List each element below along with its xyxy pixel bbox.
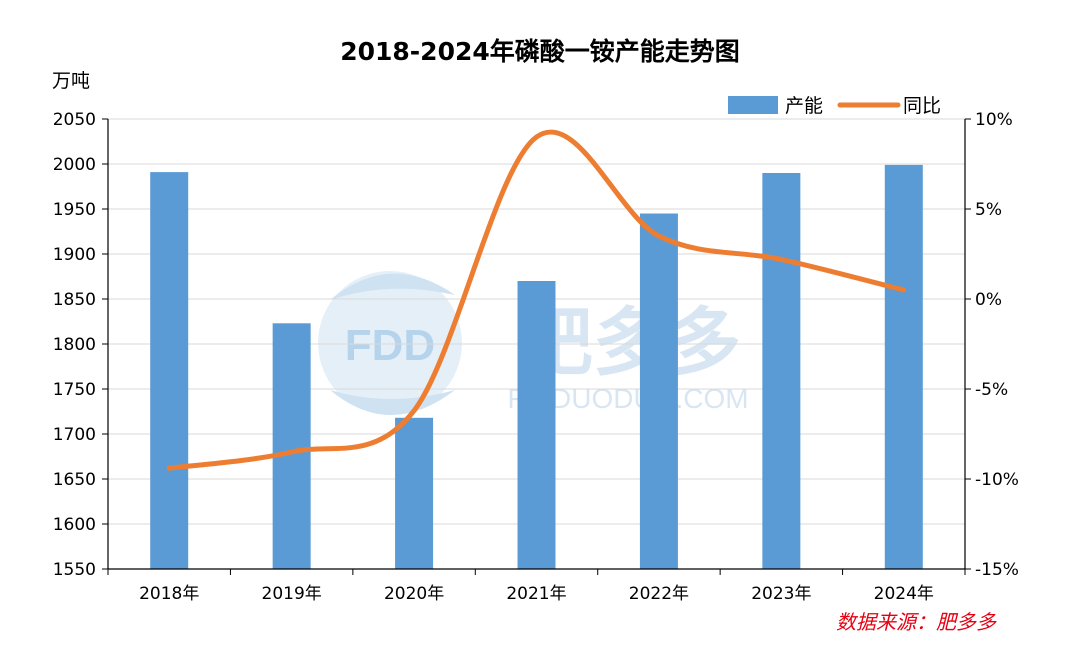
bar-2024年 — [884, 164, 923, 569]
y-right-tick-label: 0% — [975, 290, 1002, 310]
x-tick-label: 2023年 — [751, 584, 811, 604]
y-right-tick-label: 10% — [975, 110, 1013, 130]
y-left-tick-label: 1850 — [53, 290, 96, 310]
legend-label-yoy: 同比 — [903, 95, 941, 117]
bar-2022年 — [639, 213, 678, 569]
yoy-line — [166, 129, 907, 471]
y-left-tick-label: 1900 — [53, 245, 96, 265]
x-tick-label: 2020年 — [384, 584, 444, 604]
y-left-tick-label: 1650 — [53, 470, 96, 490]
bar-2021年 — [517, 281, 556, 569]
bar-2020年 — [395, 417, 434, 569]
y-right-tick-label: -5% — [975, 380, 1008, 400]
svg-text:FDD: FDD — [345, 321, 435, 370]
y-left-tick-label: 1600 — [53, 515, 96, 535]
y-right-tick-label: 5% — [975, 200, 1002, 220]
y-axis-unit: 万吨 — [52, 70, 91, 92]
y-right-tick-label: -10% — [975, 470, 1019, 490]
y-right-tick-label: -15% — [975, 560, 1019, 580]
bar-2023年 — [762, 173, 801, 569]
svg-text:肥多多: 肥多多 — [519, 300, 741, 386]
data-source: 数据来源：肥多多 — [836, 610, 996, 634]
x-tick-label: 2024年 — [874, 584, 934, 604]
bar-2019年 — [272, 323, 311, 569]
y-left-tick-label: 2000 — [53, 155, 96, 175]
x-tick-label: 2019年 — [262, 584, 322, 604]
x-tick-label: 2021年 — [506, 584, 566, 604]
chart-title: 2018-2024年磷酸一铵产能走势图 — [340, 37, 740, 66]
y-left-tick-label: 2050 — [53, 110, 96, 130]
y-left-tick-label: 1700 — [53, 425, 96, 445]
y-left-tick-label: 1800 — [53, 335, 96, 355]
x-tick-label: 2018年 — [139, 584, 199, 604]
bar-2018年 — [150, 172, 189, 569]
legend-swatch-capacity — [728, 96, 778, 114]
x-tick-label: 2022年 — [629, 584, 689, 604]
y-left-tick-label: 1950 — [53, 200, 96, 220]
legend-label-capacity: 产能 — [785, 95, 823, 117]
y-left-tick-label: 1750 — [53, 380, 96, 400]
y-left-tick-label: 1550 — [53, 560, 96, 580]
